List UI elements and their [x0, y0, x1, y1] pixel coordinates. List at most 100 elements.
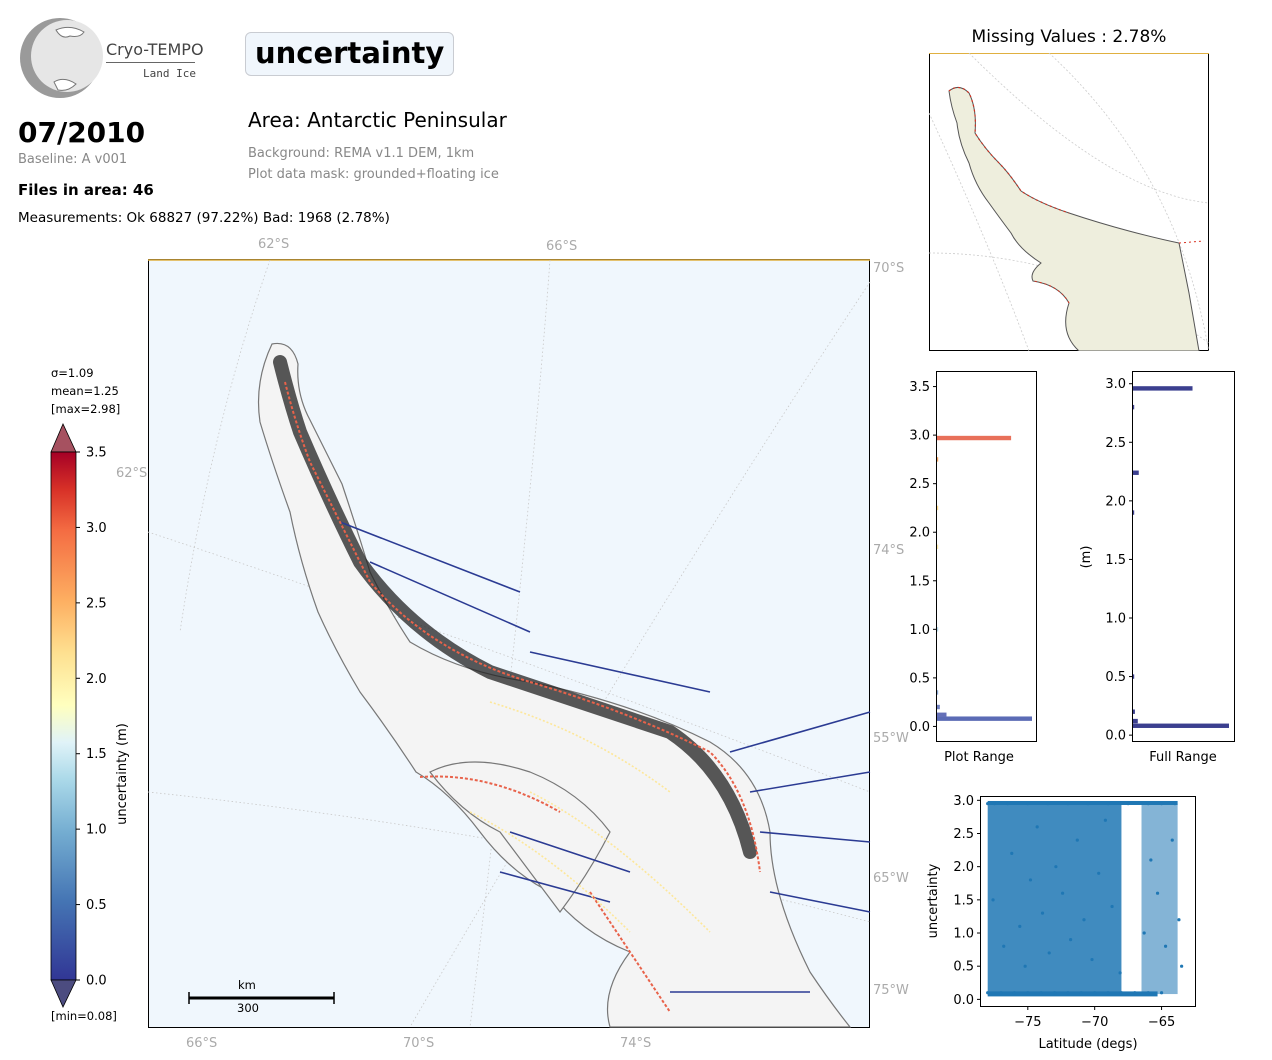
logo-wordmark: Cryo-TEMPO: [106, 40, 204, 59]
scale-value: 300: [237, 1001, 259, 1015]
scatter-band-min: [987, 991, 1158, 997]
scatter-point: [1054, 865, 1058, 869]
hist-plot-bar: [937, 505, 939, 511]
scatter-point: [1052, 991, 1057, 995]
scatter-ytick-label: 2.0: [953, 860, 974, 875]
scatter-point: [1180, 964, 1184, 968]
scatter-ylabel: uncertainty: [926, 863, 941, 938]
hist-plot-tick-label: 3.5: [909, 380, 930, 395]
hist-plot-bar: [937, 712, 947, 717]
scatter-point: [1159, 802, 1164, 806]
hist-plot-bar: [937, 716, 1032, 721]
scatter-point: [1040, 911, 1045, 915]
colorbar-label: uncertainty (m): [115, 723, 130, 825]
scatter-point: [1155, 891, 1160, 895]
svg-text:66°S: 66°S: [186, 1036, 217, 1051]
missing-values-title: Missing Values : 2.78%: [971, 27, 1167, 47]
scatter-ytick-label: 2.5: [953, 827, 974, 842]
scatter-point: [1173, 802, 1177, 806]
background-note: Background: REMA v1.1 DEM, 1km: [248, 146, 475, 161]
scatter-band-max: [987, 800, 1178, 805]
scatter-point: [1028, 878, 1033, 882]
scatter-point: [1010, 851, 1014, 855]
date-label: 07/2010: [18, 116, 146, 149]
scatter-point: [1082, 918, 1086, 922]
hist-full-tick-label: 0.0: [1105, 729, 1126, 744]
svg-text:62°S: 62°S: [116, 466, 147, 481]
svg-text:74°S: 74°S: [620, 1036, 651, 1051]
hist-full-bar: [1133, 718, 1138, 724]
hist-plot-bar: [937, 457, 939, 462]
scatter-point: [1079, 991, 1083, 995]
colorbar-tick-label: 2.5: [86, 596, 107, 611]
svg-text:65°W: 65°W: [873, 871, 909, 886]
scatter-point: [1097, 871, 1101, 875]
svg-text:62°S: 62°S: [258, 237, 289, 252]
scatter-ytick-label: 1.5: [953, 893, 974, 908]
scatter-point: [1119, 991, 1124, 995]
scatter-point-cloud: [987, 803, 1122, 995]
hist-full-bar: [1133, 709, 1135, 714]
baseline-label: Baseline: A v001: [18, 152, 128, 167]
scatter-point: [1086, 802, 1090, 806]
scatter-point: [1066, 802, 1070, 806]
scatter-point: [1060, 891, 1065, 895]
hist-plot-bar: [937, 704, 940, 710]
scatter-point: [1047, 951, 1051, 955]
hist-plot-tick-label: 3.0: [909, 429, 930, 444]
hist-plot-tick-label: 0.0: [909, 720, 930, 735]
area-title: Area: Antarctic Peninsular: [248, 108, 507, 132]
scatter-point: [1018, 924, 1022, 928]
main-map: 62°S 66°S 70°S 62°S 74°S 55°W 65°W 75°W …: [116, 237, 909, 1051]
hist-plot-range: 0.0 0.5 1.0 1.5 2.0 2.5 3.0 3.5 Plot Range: [909, 371, 1037, 765]
hist-plot-xlabel: Plot Range: [944, 750, 1014, 765]
hist-full-tick-label: 3.0: [1105, 377, 1126, 392]
scatter-xtick-label: −65: [1148, 1015, 1175, 1030]
colorbar-tick-label: 3.5: [86, 446, 107, 461]
hist-plot-tick-label: 1.5: [909, 574, 930, 589]
colorbar-min: [min=0.08]: [51, 1009, 117, 1023]
cryo-tempo-logo: [20, 18, 103, 98]
scatter-point: [1118, 971, 1122, 975]
scatter-ytick-label: 1.0: [953, 927, 974, 942]
hist-plot-tick-label: 0.5: [909, 671, 930, 686]
scatter-point-cloud: [1141, 803, 1178, 995]
colorbar-tick-label: 1.0: [86, 823, 107, 838]
hist-full-tick-label: 2.5: [1105, 436, 1126, 451]
hist-full-tick-label: 1.5: [1105, 553, 1126, 568]
scatter-point: [1103, 818, 1107, 822]
scatter-point: [1149, 858, 1153, 862]
scatter-point: [1090, 957, 1094, 962]
hist-plot-tick-label: 2.5: [909, 477, 930, 492]
inset-peninsula: [948, 87, 1200, 351]
scatter-point: [1026, 991, 1030, 995]
scatter-point: [1163, 944, 1168, 948]
colorbar-tick-label: 2.0: [86, 672, 107, 687]
scatter-point: [1066, 991, 1070, 995]
hist-full-tick-label: 2.0: [1105, 494, 1126, 509]
scale-unit: km: [238, 978, 256, 992]
hist-full-bar: [1133, 386, 1193, 391]
hist-full-bar: [1133, 510, 1135, 515]
logo-divider: [106, 62, 195, 63]
files-count: Files in area: 46: [18, 181, 154, 199]
scatter-point: [1039, 991, 1043, 995]
scatter-point: [1012, 991, 1017, 995]
scatter-xlabel: Latitude (degs): [1038, 1037, 1137, 1052]
scatter-point: [1110, 904, 1114, 909]
svg-text:70°S: 70°S: [403, 1036, 434, 1051]
scatter-point: [1146, 802, 1150, 806]
scatter-latitude: −75 −70 −65 0.0 0.5 1.0 1.5 2.0 2.5 3.0 Latitude …: [926, 794, 1196, 1052]
scatter-point: [1002, 944, 1006, 948]
svg-text:75°W: 75°W: [873, 983, 909, 998]
scatter-xtick-label: −70: [1081, 1015, 1108, 1030]
scatter-ytick-label: 0.5: [953, 960, 974, 975]
scatter-point: [1075, 838, 1079, 842]
logo-subtitle: Land Ice: [143, 67, 196, 80]
scatter-point: [1142, 931, 1146, 935]
scatter-ytick-label: 0.0: [953, 993, 974, 1008]
scatter-ytick-label: 3.0: [953, 794, 974, 809]
hist-full-ylabel: (m): [1079, 546, 1094, 569]
scatter-point: [1177, 918, 1181, 922]
hist-full-tick-label: 0.5: [1105, 670, 1126, 685]
